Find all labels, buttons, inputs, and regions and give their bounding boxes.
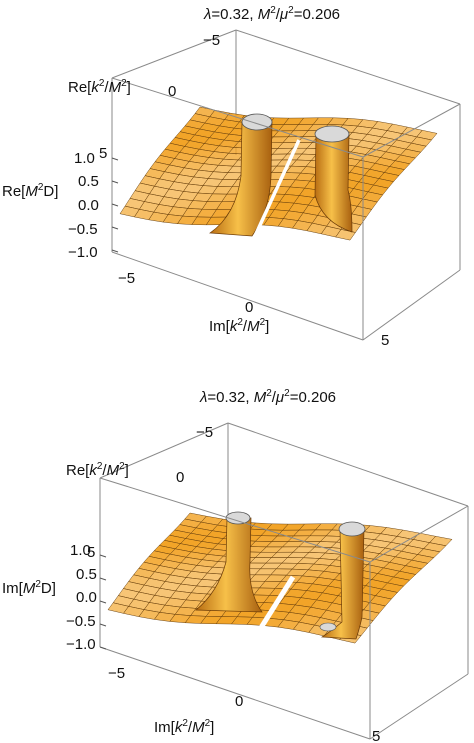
box-front-edges [99,477,469,740]
pole-right [314,125,353,233]
chart-title: λ=0.32, M2/μ2=0.206 [199,388,336,406]
y-tick-bottom: 5 [87,544,95,561]
z-tick-4: −0.5 [66,613,96,630]
z-tick-5: −1.0 [66,636,96,653]
chart-panel-real-part: λ=0.32, M2/μ2=0.206 −5 Re[k2/M2] 0 5 Re[… [0,0,474,371]
y-axis-label: Re[k2/M2] [68,78,131,96]
z-tick-3: 0.0 [78,197,99,214]
chart-panel-imaginary-part: λ=0.32, M2/μ2=0.206 −5 Re[k2/M2] 0 5 Im[… [0,372,474,743]
z-tick-3: 0.0 [76,589,97,606]
y-tick-top: −5 [196,424,213,441]
z-tick-4: −0.5 [68,221,98,238]
x-tick-left: −5 [108,665,125,682]
z-tick-5: −1.0 [68,244,98,261]
y-tick-mid: 0 [176,469,184,486]
branch-cut-line [254,575,296,636]
z-tick-1: 1.0 [74,150,95,167]
surface-mesh [107,512,453,644]
z-tick-1: 1.0 [70,542,91,559]
x-axis-label: Im[k2/M2] [154,718,214,736]
pole-left [195,511,263,613]
box-front-edges [111,77,461,341]
chart-title: λ=0.32, M2/μ2=0.206 [203,5,340,23]
surface-plot-imag: λ=0.32, M2/μ2=0.206 −5 Re[k2/M2] 0 5 Im[… [2,388,469,743]
x-tick-left: −5 [118,270,135,287]
surface-plot-real: λ=0.32, M2/μ2=0.206 −5 Re[k2/M2] 0 5 Re[… [2,5,461,349]
x-tick-right: 5 [372,728,380,743]
z-tick-2: 0.5 [76,566,97,583]
x-tick-right: 5 [381,332,389,349]
x-axis-label: Im[k2/M2] [209,317,269,335]
tick-marks [99,554,107,650]
y-tick-bottom: 5 [99,145,107,162]
x-tick-mid: 0 [245,299,253,316]
z-tick-2: 0.5 [78,173,99,190]
y-tick-top: −5 [203,32,220,49]
z-axis-label: Im[M2D] [2,579,56,597]
x-tick-mid: 0 [235,693,243,710]
z-axis-label: Re[M2D] [2,182,58,200]
y-axis-label: Re[k2/M2] [66,461,129,479]
surface-mesh [119,106,438,241]
tick-marks [111,157,119,253]
y-tick-mid: 0 [168,83,176,100]
branch-cut-line [253,139,301,237]
